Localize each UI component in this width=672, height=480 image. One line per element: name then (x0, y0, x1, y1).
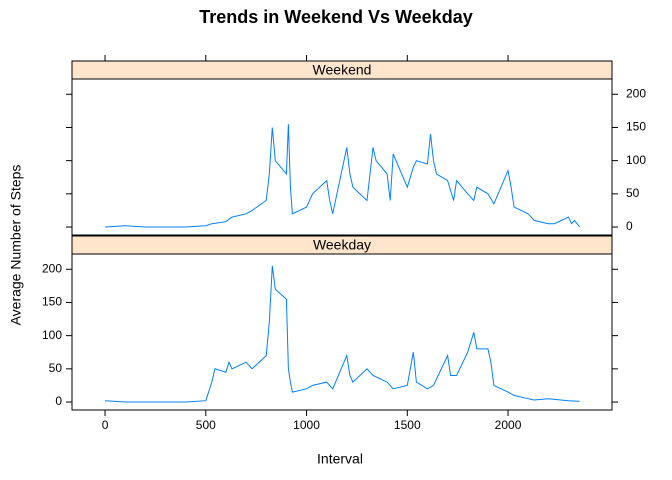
chart-title: Trends in Weekend Vs Weekday (199, 7, 472, 27)
strip-label: Weekend (313, 62, 372, 78)
y-axis-label: Average Number of Steps (8, 165, 24, 326)
panel (71, 253, 613, 411)
strip-label: Weekday (313, 237, 371, 253)
y-tick-label: 150 (42, 295, 62, 309)
y-tick-label: 100 (626, 153, 646, 167)
x-tick-label: 0 (102, 418, 109, 432)
y-tick-label: 200 (626, 86, 646, 100)
line-series (104, 265, 580, 403)
y-tick-label: 150 (626, 120, 646, 134)
y-tick-label: 200 (42, 261, 62, 275)
panel (71, 78, 613, 236)
y-tick-label: 0 (55, 394, 62, 408)
line-series (104, 124, 580, 228)
x-tick-label: 1000 (293, 418, 320, 432)
y-tick-label: 100 (42, 328, 62, 342)
x-tick-label: 1500 (394, 418, 421, 432)
y-tick-label: 50 (49, 361, 63, 375)
x-tick-label: 2000 (495, 418, 522, 432)
y-tick-label: 0 (626, 219, 633, 233)
x-axis-label: Interval (317, 451, 363, 467)
x-tick-label: 500 (196, 418, 216, 432)
y-tick-label: 50 (626, 186, 640, 200)
